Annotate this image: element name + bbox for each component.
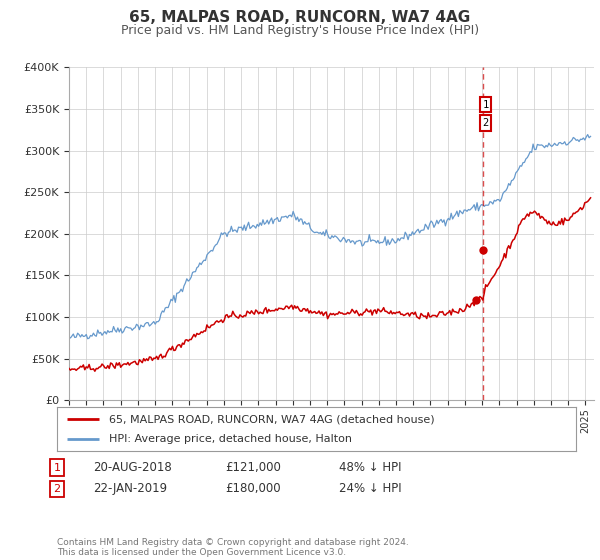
Text: £180,000: £180,000	[225, 482, 281, 496]
Text: 2: 2	[482, 118, 488, 128]
Text: Contains HM Land Registry data © Crown copyright and database right 2024.
This d: Contains HM Land Registry data © Crown c…	[57, 538, 409, 557]
Text: 48% ↓ HPI: 48% ↓ HPI	[339, 461, 401, 474]
Text: 22-JAN-2019: 22-JAN-2019	[93, 482, 167, 496]
Text: HPI: Average price, detached house, Halton: HPI: Average price, detached house, Halt…	[109, 433, 352, 444]
Text: 2: 2	[53, 484, 61, 494]
Text: 65, MALPAS ROAD, RUNCORN, WA7 4AG: 65, MALPAS ROAD, RUNCORN, WA7 4AG	[130, 10, 470, 25]
Text: 65, MALPAS ROAD, RUNCORN, WA7 4AG (detached house): 65, MALPAS ROAD, RUNCORN, WA7 4AG (detac…	[109, 414, 434, 424]
Text: 1: 1	[482, 100, 488, 110]
Text: 24% ↓ HPI: 24% ↓ HPI	[339, 482, 401, 496]
Text: 1: 1	[53, 463, 61, 473]
Text: £121,000: £121,000	[225, 461, 281, 474]
Text: Price paid vs. HM Land Registry's House Price Index (HPI): Price paid vs. HM Land Registry's House …	[121, 24, 479, 36]
Text: 20-AUG-2018: 20-AUG-2018	[93, 461, 172, 474]
